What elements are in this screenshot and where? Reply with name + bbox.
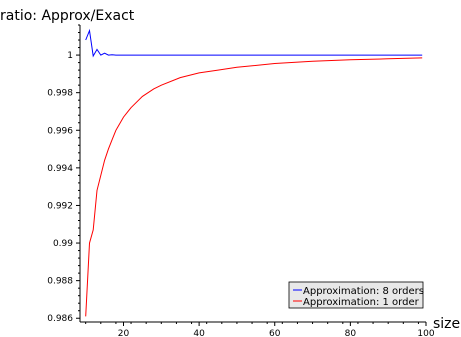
y-tick-label: 0.994 [47,164,73,174]
x-axis-label: size [433,316,460,332]
legend-box [288,281,424,309]
y-tick-label: 0.996 [47,126,73,136]
y-tick-label: 0.986 [47,314,73,324]
legend: Approximation: 8 orders Approximation: 1… [288,281,424,309]
y-tick-label: 0.988 [47,277,73,287]
series-line-2 [85,57,423,317]
series-line-1 [85,28,423,58]
x-tick-label: 60 [269,329,281,337]
legend-label-1-order: Approximation: 1 order [303,297,420,308]
legend-label-8-orders: Approximation: 8 orders [303,286,424,297]
x-tick-label: 100 [417,329,434,337]
x-tick-label: 20 [118,329,130,337]
tick-group: 0.986 0.988 0.99 0.992 0.994 0.996 0.998 1 20 40 6… [47,24,435,337]
series-group [85,28,423,317]
y-tick-label: 0.99 [53,239,73,249]
x-tick-label: 40 [193,329,205,337]
y-tick-label: 0.998 [47,89,73,99]
y-tick-label: 0.992 [47,201,73,211]
chart-title: ratio: Approx/Exact [0,8,135,24]
y-tick-label: 1 [67,51,73,61]
x-tick-label: 80 [345,329,357,337]
